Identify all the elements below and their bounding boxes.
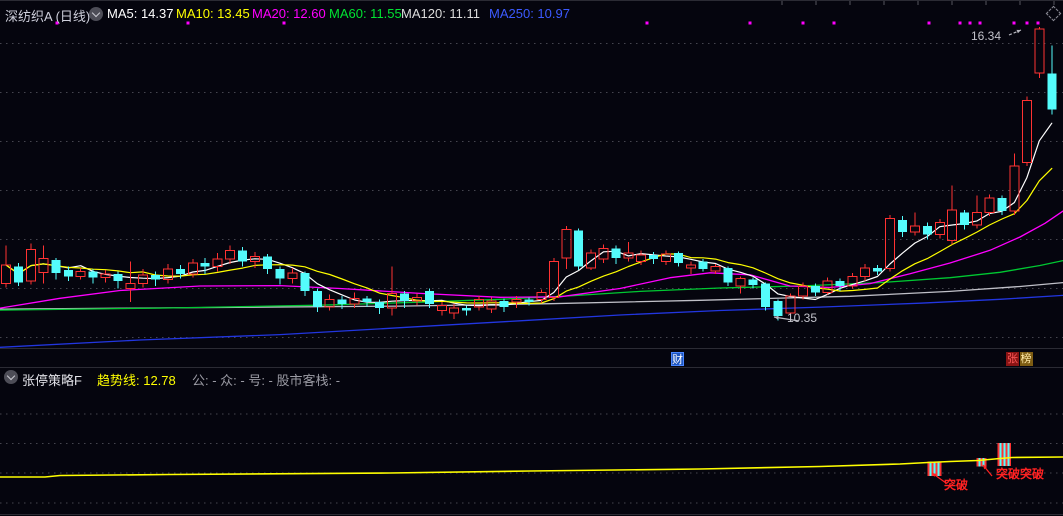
ma250-label: MA250: 10.97 [489, 6, 570, 21]
news-badge-cai[interactable]: 财 [671, 352, 684, 366]
breakout-label: 突破 [944, 478, 969, 492]
ma20-label: MA20: 12.60 [252, 6, 326, 21]
watermark-text: 公: - 众: - 号: - 股市客栈: - [192, 373, 341, 388]
sub-header-separator [0, 367, 1063, 368]
rank-badge-zhang[interactable]: 张 [1006, 352, 1019, 366]
breakout-label: 突破突破 [996, 467, 1045, 481]
top-border [0, 0, 1063, 1]
bottom-border [0, 514, 1063, 515]
ma5-label: MA5: 14.37 [107, 6, 174, 21]
main-sub-separator [0, 348, 1063, 349]
low-price-label: 10.35 [787, 311, 818, 325]
trend-line-value: 趋势线: 12.78 [97, 373, 176, 388]
high-price-label: 16.34 [971, 29, 1002, 43]
ma10-label: MA10: 13.45 [176, 6, 250, 21]
rank-badge-bang[interactable]: 榜 [1019, 352, 1033, 366]
chevron-down-icon[interactable] [89, 7, 103, 21]
chevron-down-icon[interactable] [4, 370, 18, 384]
indicator-name[interactable]: 张停策略F [22, 373, 82, 388]
ma60-label: MA60: 11.55 [329, 6, 402, 21]
stock-title: 深纺织A (日线) [5, 9, 91, 24]
ma120-label: MA120: 11.11 [401, 6, 481, 21]
